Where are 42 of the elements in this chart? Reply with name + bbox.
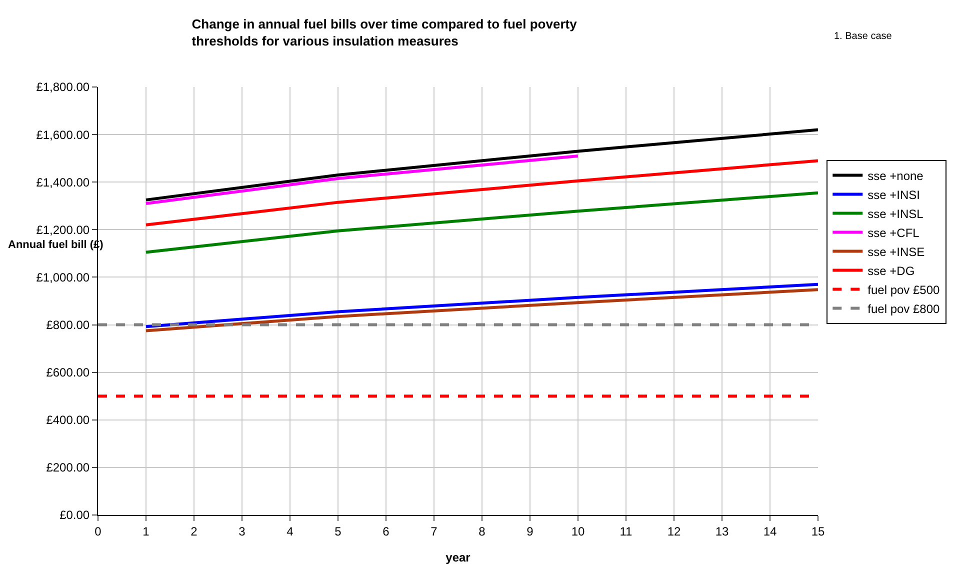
x-tick-label: 10 xyxy=(571,524,585,538)
y-tick-label: £200.00 xyxy=(46,460,90,475)
line-series xyxy=(144,191,818,254)
text: 1. Base case xyxy=(834,31,892,42)
x-tick-label: 9 xyxy=(526,524,534,538)
y-tick-label: £1,600.00 xyxy=(36,128,90,142)
y-tick-label: £0.00 xyxy=(60,508,90,522)
x-tick-label: 1 xyxy=(142,524,150,538)
legend-label: fuel pov £800 xyxy=(868,302,940,316)
y-tick-label: £800.00 xyxy=(46,318,90,332)
y-tick-label: £600.00 xyxy=(46,366,90,380)
x-tick-label: 15 xyxy=(811,524,825,538)
legend-label: sse +DG xyxy=(868,264,915,278)
y-tick-label: £1,200.00 xyxy=(36,222,90,237)
x-tick-label: 7 xyxy=(430,524,438,538)
x-tick-label: 3 xyxy=(238,524,246,538)
line-series xyxy=(144,288,818,332)
y-tick-label: £1,400.00 xyxy=(36,175,90,190)
line-series xyxy=(144,128,818,202)
x-tick-label: 8 xyxy=(478,524,486,538)
x-tick-label: 12 xyxy=(667,524,681,538)
legend-label: sse +none xyxy=(868,168,924,183)
x-tick-label: 2 xyxy=(190,524,198,538)
legend-label: sse +INSI xyxy=(868,188,920,202)
x-tick-label: 0 xyxy=(94,524,102,538)
chart-title: Change in annual fuel bills over time compared to fuel poverty thresholds for various insulation measures xyxy=(192,16,578,49)
x-tick-label: 13 xyxy=(715,524,729,538)
legend-label: sse +CFL xyxy=(868,226,920,240)
y-tick-label: £1,800.00 xyxy=(36,80,90,94)
x-tick-label: 6 xyxy=(382,524,390,538)
x-tick-label: 11 xyxy=(620,524,633,538)
y-tick-label: £400.00 xyxy=(46,413,90,428)
x-tick-label: 4 xyxy=(286,524,294,538)
legend-label: sse +INSE xyxy=(868,244,925,259)
x-tick-label: 14 xyxy=(763,524,777,538)
line-series xyxy=(144,282,818,328)
x-tick-label: 5 xyxy=(334,524,342,538)
x-axis-title: year xyxy=(446,550,471,564)
y-tick-label: £1,000.00 xyxy=(36,270,90,284)
legend-label: sse +INSL xyxy=(868,206,924,221)
line-series xyxy=(144,159,818,226)
legend-label: fuel pov £500 xyxy=(868,282,940,297)
